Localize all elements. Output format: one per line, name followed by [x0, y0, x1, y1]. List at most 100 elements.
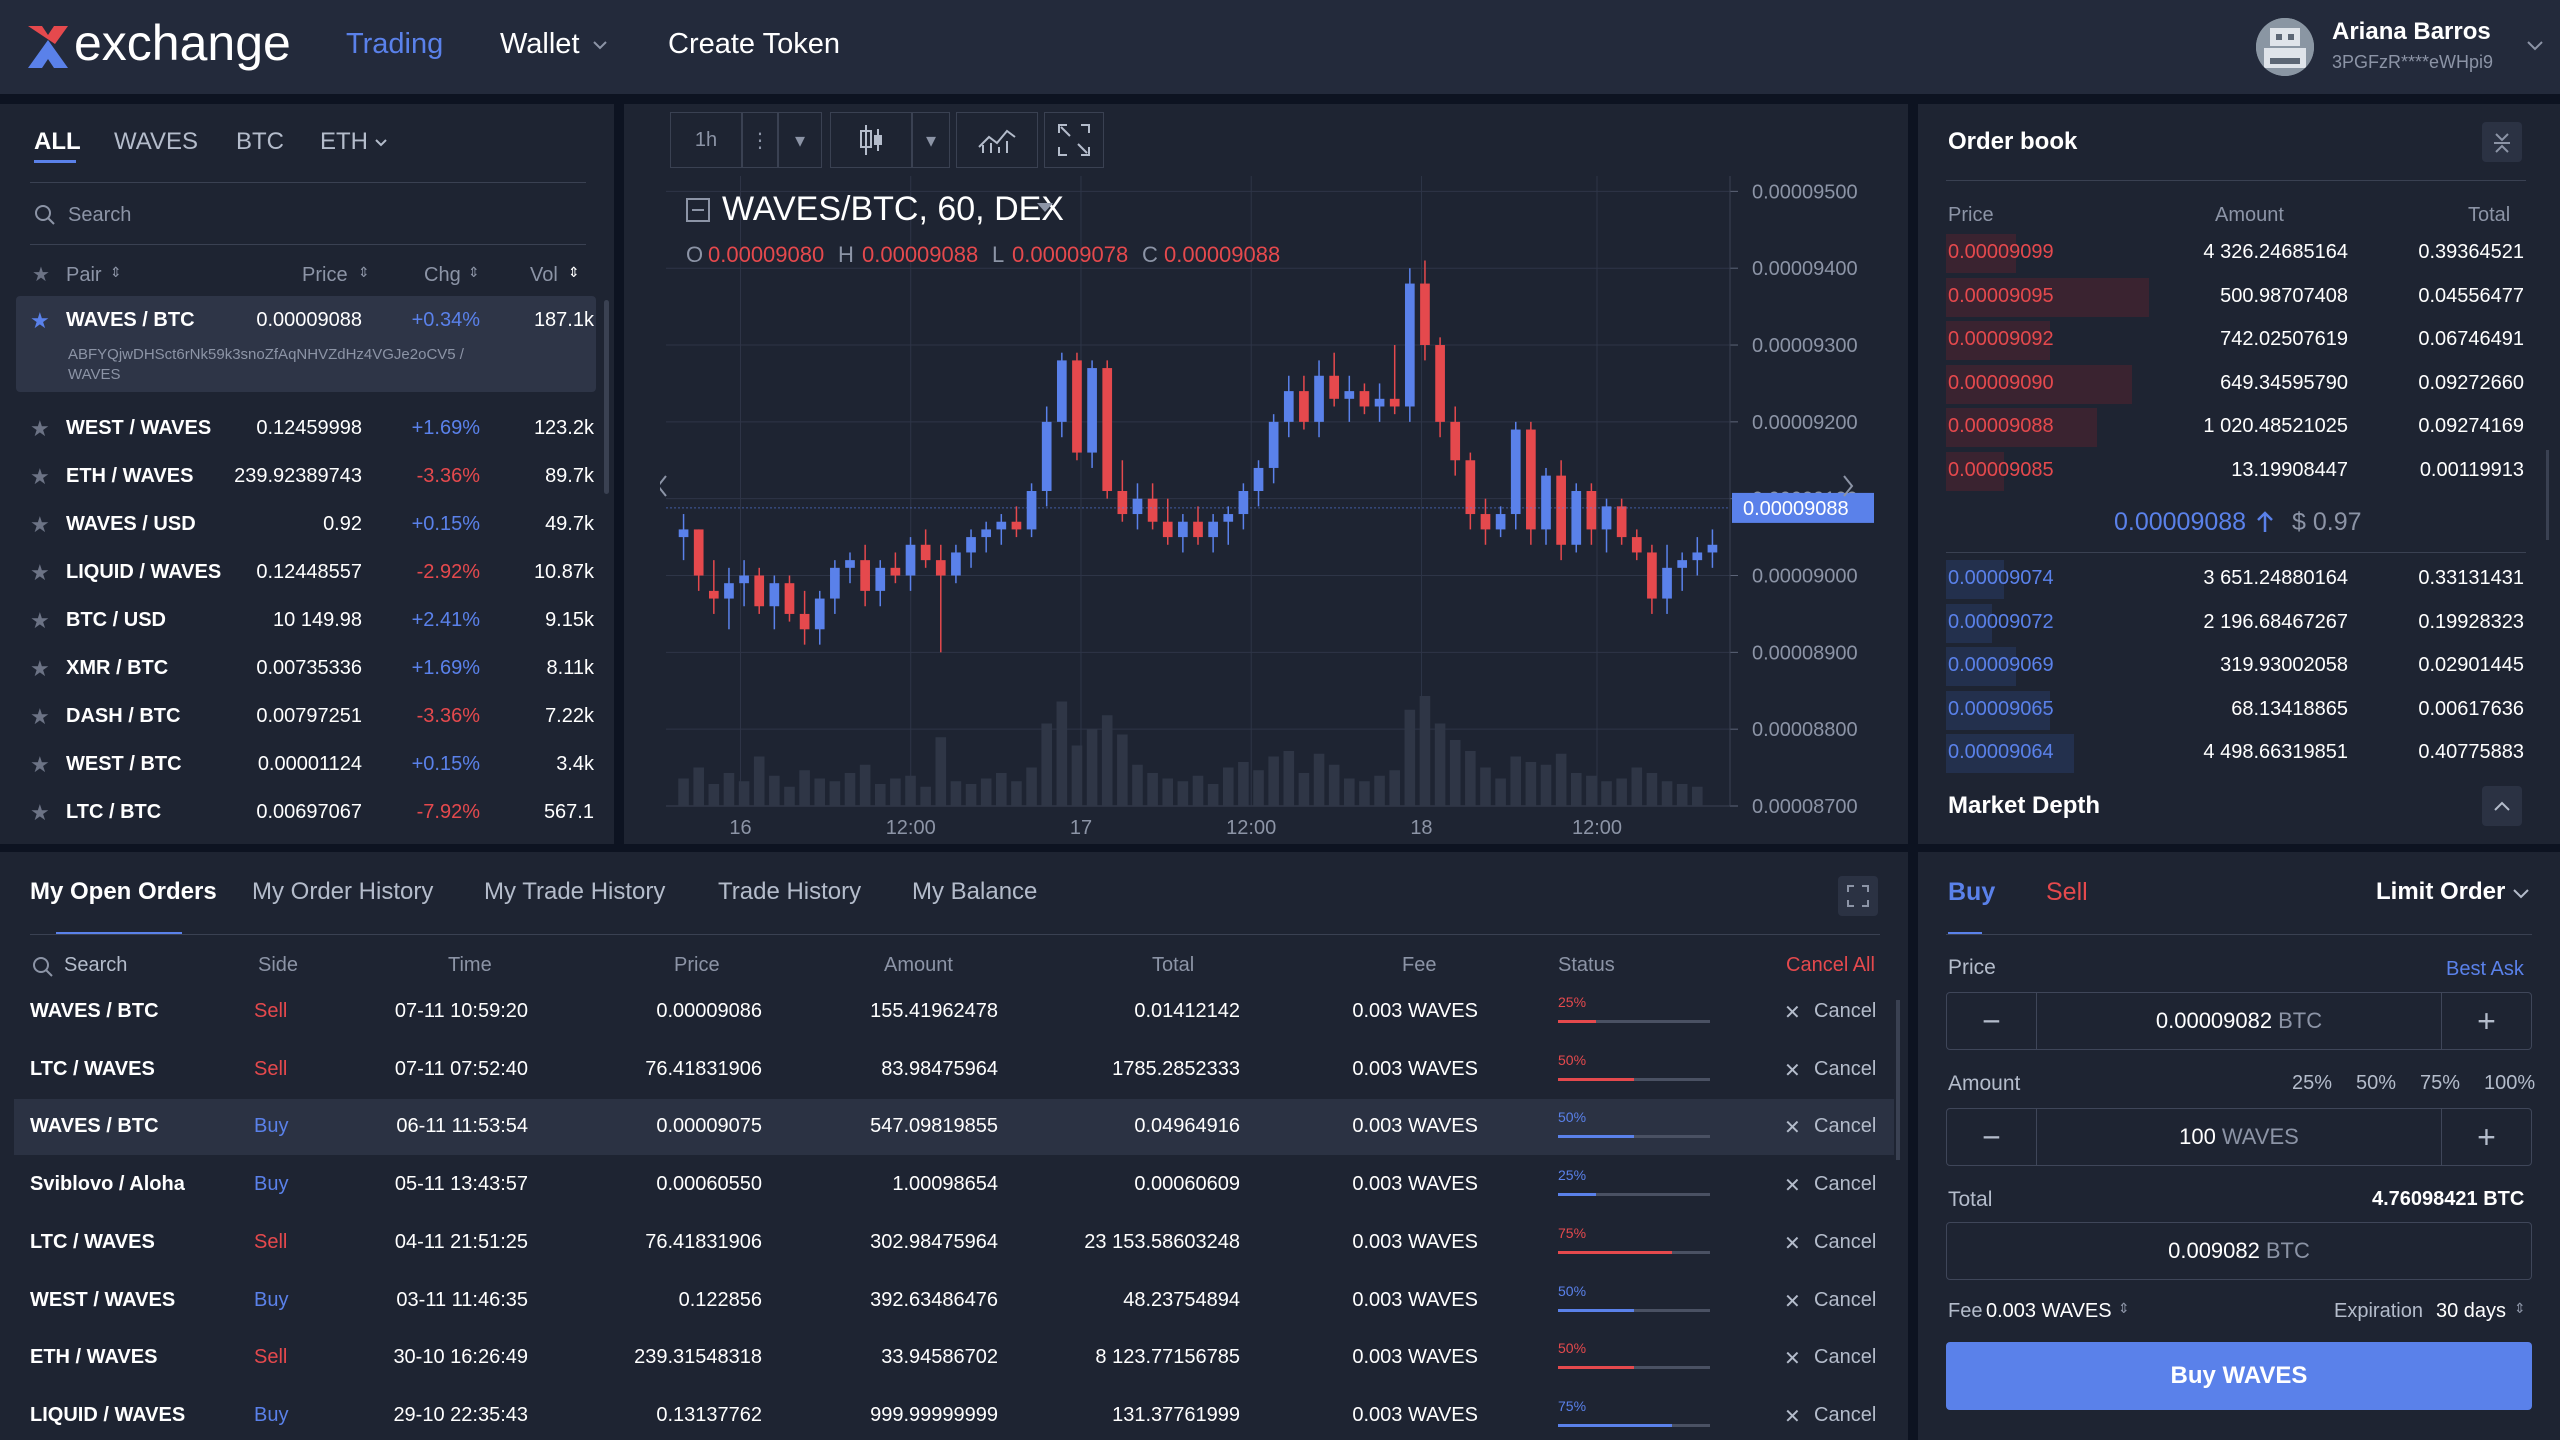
cancel-x-icon[interactable]: ✕ — [1784, 1232, 1801, 1255]
orders-search-input[interactable]: Search — [64, 954, 128, 976]
cancel-x-icon[interactable]: ✕ — [1784, 1175, 1801, 1198]
candle-type-icon[interactable] — [830, 112, 912, 168]
collapse-legend-icon[interactable] — [686, 198, 710, 222]
cancel-x-icon[interactable]: ✕ — [1784, 1117, 1801, 1140]
market-scrollbar[interactable] — [604, 300, 609, 494]
candle-body[interactable] — [708, 590, 719, 599]
favorite-star-icon[interactable]: ★ — [30, 512, 50, 537]
col-chg[interactable]: Chg — [424, 264, 461, 286]
sort-icon[interactable]: ⇕ — [110, 264, 122, 280]
orderbook-row[interactable]: 0.00009088 1 020.48521025 0.09274169 — [1946, 406, 2526, 449]
tab-btc[interactable]: BTC — [236, 128, 284, 155]
col-price[interactable]: Price — [674, 954, 720, 976]
eth-chevron-icon[interactable] — [374, 138, 388, 148]
price-field[interactable]: − 0.00009082 BTC + — [1946, 992, 2532, 1050]
candle-body[interactable] — [1556, 475, 1566, 545]
candle-body[interactable] — [1707, 544, 1718, 553]
candle-body[interactable] — [1601, 506, 1612, 530]
tab-all[interactable]: ALL — [34, 128, 81, 155]
candle-body[interactable] — [935, 560, 946, 576]
amount-minus-icon[interactable]: − — [1947, 1109, 2037, 1165]
col-pair[interactable]: Pair — [66, 264, 102, 286]
orderbook-collapse-icon[interactable] — [2482, 122, 2522, 162]
candle-body[interactable] — [1178, 521, 1188, 538]
symbol-dropdown-icon[interactable] — [1036, 202, 1054, 214]
user-menu-chevron-icon[interactable] — [2526, 40, 2544, 52]
orderbook-row[interactable]: 0.00009095 500.98707408 0.04556477 — [1946, 276, 2526, 319]
candle-body[interactable] — [799, 613, 810, 630]
candle-body[interactable] — [1147, 498, 1158, 522]
col-side[interactable]: Side — [258, 954, 299, 976]
candle-body[interactable] — [1223, 514, 1234, 522]
candle-body[interactable] — [920, 544, 931, 561]
order-row[interactable]: Sviblovo / Aloha Buy 05-11 13:43:57 0.00060… — [14, 1157, 1894, 1213]
sort-icon[interactable]: ⇕ — [568, 264, 580, 280]
order-row[interactable]: LTC / WAVES Sell 07-11 07:52:40 76.41831906… — [14, 1042, 1894, 1098]
candle-body[interactable] — [1404, 283, 1415, 407]
candle-body[interactable] — [860, 560, 870, 591]
candle-body[interactable] — [830, 567, 840, 599]
tab-my-open-orders[interactable]: My Open Orders — [30, 878, 217, 905]
nav-wallet[interactable]: Wallet — [500, 28, 580, 60]
candle-body[interactable] — [1692, 552, 1703, 561]
candle-body[interactable] — [1087, 368, 1097, 453]
market-row[interactable]: ★ DASH / BTC 0.00797251 -3.36% 7.22k — [16, 692, 596, 740]
cancel-all-button[interactable]: Cancel All — [1786, 954, 1875, 976]
market-depth-expand-icon[interactable] — [2482, 786, 2522, 826]
candle-body[interactable] — [754, 575, 765, 607]
orders-scrollbar[interactable] — [1896, 1000, 1900, 1160]
favorite-star-icon[interactable]: ★ — [30, 704, 50, 729]
candle-body[interactable] — [1238, 491, 1249, 515]
expiration-sort-icon[interactable]: ⇕ — [2514, 1300, 2526, 1316]
cancel-order-button[interactable]: Cancel — [1814, 1288, 1877, 1311]
fullscreen-icon[interactable] — [1044, 112, 1104, 168]
fee-value[interactable]: 0.003 WAVES — [1986, 1300, 2112, 1322]
candle-body[interactable] — [1299, 391, 1309, 422]
cancel-x-icon[interactable]: ✕ — [1784, 1002, 1801, 1024]
orderbook-row[interactable]: 0.00009092 742.02507619 0.06746491 — [1946, 319, 2526, 362]
interval-button[interactable]: 1h — [670, 112, 742, 168]
market-row[interactable]: ★ XMR / BTC 0.00735336 +1.69% 8.11k — [16, 644, 596, 692]
order-type-chevron-icon[interactable] — [2512, 888, 2530, 900]
candle-body[interactable] — [1465, 460, 1476, 515]
favorite-star-icon[interactable]: ★ — [30, 752, 50, 777]
tab-buy[interactable]: Buy — [1948, 878, 1996, 906]
best-ask-link[interactable]: Best Ask — [2446, 958, 2524, 980]
market-search-input[interactable]: Search — [68, 204, 132, 226]
nav-trading[interactable]: Trading — [346, 28, 444, 60]
tab-waves[interactable]: WAVES — [114, 128, 199, 155]
candle-body[interactable] — [1631, 537, 1642, 553]
candle-body[interactable] — [996, 521, 1007, 530]
tab-sell[interactable]: Sell — [2046, 878, 2088, 906]
candle-body[interactable] — [1314, 375, 1324, 422]
candle-type-dropdown-icon[interactable]: ▾ — [912, 112, 950, 168]
candle-body[interactable] — [1495, 514, 1506, 530]
orderbook-row[interactable]: 0.00009069 319.93002058 0.02901445 — [1946, 645, 2526, 688]
candle-body[interactable] — [814, 598, 825, 630]
orderbook-row[interactable]: 0.00009065 68.13418865 0.00617636 — [1946, 689, 2526, 732]
candle-body[interactable] — [966, 537, 976, 553]
amount-plus-icon[interactable]: + — [2441, 1109, 2531, 1165]
sort-icon[interactable]: ⇕ — [358, 264, 370, 280]
price-minus-icon[interactable]: − — [1947, 993, 2037, 1049]
chart-symbol[interactable]: WAVES/BTC, 60, DEX — [722, 190, 1064, 228]
candle-body[interactable] — [1162, 521, 1173, 538]
candle-body[interactable] — [1435, 345, 1445, 422]
candle-body[interactable] — [1283, 391, 1294, 422]
total-field[interactable]: 0.009082 BTC — [1946, 1222, 2532, 1280]
candle-body[interactable] — [951, 552, 961, 576]
order-row[interactable]: LTC / WAVES Sell 04-11 21:51:25 76.41831906… — [14, 1215, 1894, 1271]
favorite-star-icon[interactable]: ★ — [30, 560, 50, 585]
cancel-x-icon[interactable]: ✕ — [1784, 1348, 1801, 1371]
candle-body[interactable] — [784, 583, 795, 614]
market-row[interactable]: ★ LTC / BTC 0.00697067 -7.92% 567.1 — [16, 788, 596, 836]
tab-trade-history[interactable]: Trade History — [718, 878, 862, 905]
candle-body[interactable] — [890, 567, 901, 576]
price-plus-icon[interactable]: + — [2441, 993, 2531, 1049]
orderbook-row[interactable]: 0.00009090 649.34595790 0.09272660 — [1946, 363, 2526, 406]
tab-eth[interactable]: ETH — [320, 128, 368, 155]
amount-field[interactable]: − 100 WAVES + — [1946, 1108, 2532, 1166]
pct-100-button[interactable]: 100% — [2484, 1072, 2536, 1094]
candle-body[interactable] — [1420, 283, 1430, 346]
candle-body[interactable] — [1389, 398, 1400, 407]
